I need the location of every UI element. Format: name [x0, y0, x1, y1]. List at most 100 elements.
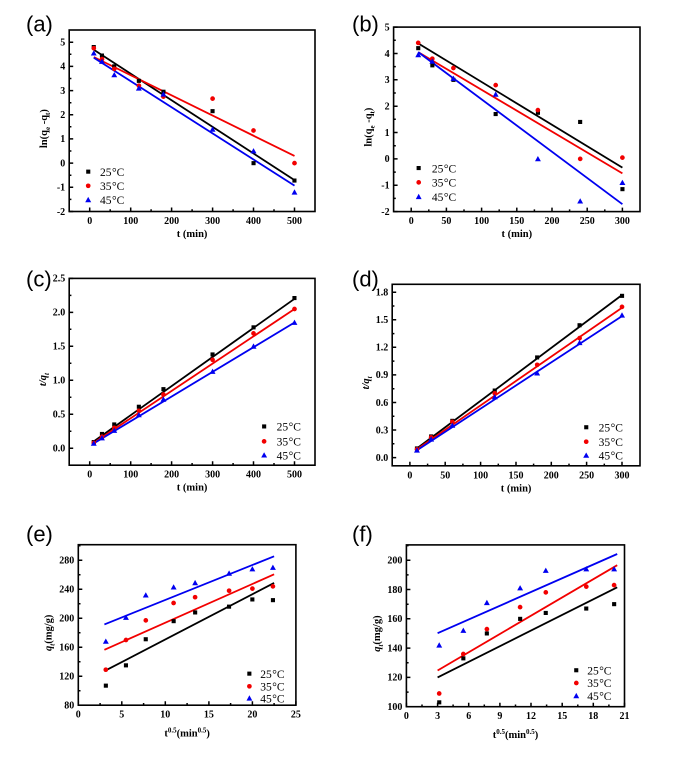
svg-text:21: 21 — [620, 711, 630, 722]
svg-text:2.5: 2.5 — [53, 274, 66, 285]
svg-text:0.0: 0.0 — [376, 453, 389, 464]
svg-text:100: 100 — [123, 470, 138, 481]
svg-text:280: 280 — [59, 556, 74, 567]
svg-text:300: 300 — [615, 216, 630, 227]
svg-text:25: 25 — [291, 710, 301, 721]
svg-text:1: 1 — [60, 134, 65, 145]
svg-text:0: 0 — [404, 711, 409, 722]
svg-text:-1: -1 — [57, 183, 65, 194]
svg-text:(e): (e) — [26, 522, 53, 547]
svg-text:80: 80 — [64, 701, 74, 712]
svg-text:1.0: 1.0 — [53, 376, 66, 387]
svg-text:-2: -2 — [381, 207, 389, 218]
svg-text:20: 20 — [247, 710, 257, 721]
svg-text:45°C: 45°C — [277, 450, 302, 462]
svg-text:45°C: 45°C — [260, 693, 285, 705]
svg-text:250: 250 — [580, 216, 595, 227]
svg-text:t (min): t (min) — [501, 483, 532, 494]
svg-text:150: 150 — [509, 470, 524, 481]
svg-text:25°C: 25°C — [599, 423, 624, 435]
svg-text:0: 0 — [409, 216, 414, 227]
svg-text:200: 200 — [545, 216, 560, 227]
svg-text:500: 500 — [287, 216, 302, 227]
svg-text:35°C: 35°C — [599, 437, 624, 449]
svg-text:45°C: 45°C — [100, 195, 125, 207]
svg-text:160: 160 — [387, 614, 402, 625]
svg-text:50: 50 — [441, 216, 451, 227]
svg-text:3: 3 — [385, 75, 390, 86]
svg-text:150: 150 — [509, 216, 524, 227]
svg-text:t (min): t (min) — [177, 483, 208, 494]
svg-text:qt(mg/g): qt(mg/g) — [372, 615, 385, 652]
svg-text:25°C: 25°C — [587, 666, 612, 678]
svg-text:5: 5 — [119, 710, 124, 721]
svg-text:300: 300 — [615, 470, 630, 481]
svg-text:1.8: 1.8 — [376, 288, 389, 299]
svg-text:1.5: 1.5 — [53, 342, 66, 353]
svg-text:45°C: 45°C — [599, 451, 624, 463]
svg-text:35°C: 35°C — [432, 178, 457, 190]
svg-text:t/qt: t/qt — [38, 372, 51, 386]
svg-text:4: 4 — [60, 62, 65, 73]
svg-text:(f): (f) — [352, 522, 373, 547]
svg-text:(d): (d) — [352, 267, 379, 292]
svg-text:1.2: 1.2 — [376, 343, 389, 354]
svg-text:0: 0 — [87, 470, 92, 481]
svg-text:100: 100 — [387, 702, 402, 713]
svg-text:2: 2 — [385, 102, 390, 113]
svg-text:2.0: 2.0 — [53, 308, 66, 319]
svg-text:45°C: 45°C — [432, 192, 457, 204]
svg-text:18: 18 — [588, 711, 598, 722]
svg-text:-2: -2 — [57, 207, 65, 218]
svg-text:100: 100 — [474, 216, 489, 227]
svg-text:0: 0 — [407, 470, 412, 481]
svg-text:0: 0 — [60, 158, 65, 169]
svg-text:25°C: 25°C — [260, 669, 285, 681]
svg-text:240: 240 — [59, 585, 74, 596]
svg-text:t (min): t (min) — [177, 229, 208, 240]
svg-text:25°C: 25°C — [100, 167, 125, 179]
svg-text:5: 5 — [385, 22, 390, 33]
svg-text:400: 400 — [246, 470, 261, 481]
svg-text:3: 3 — [60, 86, 65, 97]
svg-text:-1: -1 — [381, 181, 389, 192]
svg-text:120: 120 — [59, 672, 74, 683]
svg-text:200: 200 — [164, 470, 179, 481]
svg-text:35°C: 35°C — [100, 181, 125, 193]
svg-text:(a): (a) — [26, 12, 53, 37]
svg-text:15: 15 — [557, 711, 567, 722]
svg-text:15: 15 — [204, 710, 214, 721]
svg-text:1: 1 — [385, 128, 390, 139]
svg-text:0.0: 0.0 — [53, 444, 66, 455]
svg-text:(b): (b) — [352, 12, 379, 37]
svg-text:t/qt: t/qt — [361, 375, 374, 389]
svg-text:50: 50 — [440, 470, 450, 481]
svg-text:10: 10 — [160, 710, 170, 721]
svg-text:3: 3 — [435, 711, 440, 722]
svg-text:qt(mg/g): qt(mg/g) — [44, 614, 57, 651]
svg-text:12: 12 — [526, 711, 536, 722]
svg-text:200: 200 — [544, 470, 559, 481]
svg-text:140: 140 — [387, 643, 402, 654]
svg-text:0.9: 0.9 — [376, 370, 389, 381]
svg-text:4: 4 — [385, 49, 390, 60]
svg-text:300: 300 — [205, 216, 220, 227]
svg-text:45°C: 45°C — [587, 691, 612, 703]
svg-text:300: 300 — [205, 470, 220, 481]
svg-text:25°C: 25°C — [277, 422, 302, 434]
svg-text:9: 9 — [497, 711, 502, 722]
svg-text:t (min): t (min) — [501, 229, 532, 240]
svg-text:25°C: 25°C — [432, 163, 457, 175]
svg-text:100: 100 — [123, 216, 138, 227]
svg-text:0.3: 0.3 — [376, 425, 389, 436]
svg-text:0.6: 0.6 — [376, 398, 389, 409]
svg-text:160: 160 — [59, 643, 74, 654]
svg-text:200: 200 — [59, 614, 74, 625]
svg-text:0.5: 0.5 — [53, 410, 66, 421]
svg-text:0: 0 — [76, 710, 81, 721]
svg-text:400: 400 — [246, 216, 261, 227]
svg-text:35°C: 35°C — [587, 678, 612, 690]
svg-text:5: 5 — [60, 38, 65, 49]
svg-text:200: 200 — [164, 216, 179, 227]
svg-text:2: 2 — [60, 110, 65, 121]
